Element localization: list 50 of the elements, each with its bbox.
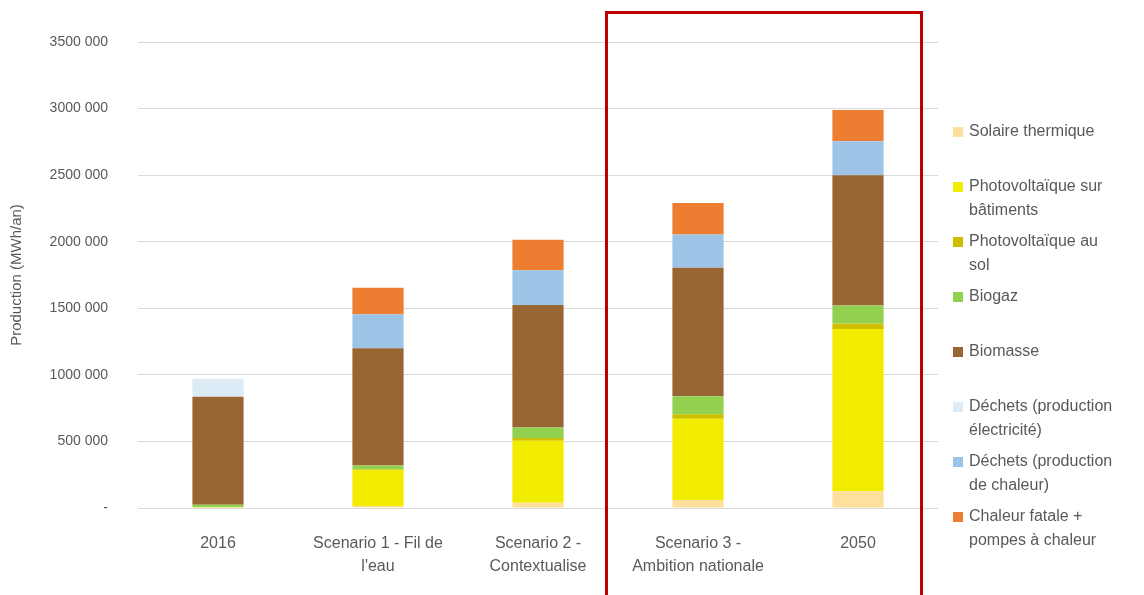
legend-label: Déchets (production de chaleur) (969, 452, 1113, 494)
bar (192, 378, 244, 397)
y-tick-label: 3500 000 (49, 32, 109, 49)
bar (512, 270, 564, 305)
y-tick-label: 1500 000 (49, 299, 109, 316)
bar (832, 491, 884, 508)
bar (512, 239, 564, 271)
bar (832, 109, 884, 142)
y-tick-label: - (103, 498, 109, 515)
y-tick-label: 2000 000 (49, 232, 109, 249)
bar (672, 203, 724, 235)
bar (832, 175, 884, 306)
bar (832, 328, 884, 492)
legend-label: Solaire thermique (969, 122, 1095, 140)
x-tick-label: Scenario 2 - Contextualise (489, 534, 587, 575)
bar (832, 305, 884, 324)
bar (512, 427, 564, 439)
y-tick-label: 2500 000 (49, 166, 109, 182)
bar (672, 418, 724, 501)
x-tick-label: Scenario 1 - Fil de l'eau (313, 534, 444, 575)
bar (352, 287, 404, 315)
legend-label: Chaleur fatale + pompes à chaleur (969, 507, 1097, 549)
y-axis-title: Production (MWh/an) (7, 204, 25, 346)
legend-label: Biomasse (969, 342, 1040, 360)
x-tick-label: Scenario 3 - Ambition nationale (632, 534, 764, 575)
y-tick-label: 500 000 (57, 432, 109, 449)
x-tick-label: 2016 (200, 534, 236, 552)
bar (512, 438, 564, 441)
x-tick-label: 2050 (840, 534, 876, 552)
y-tick-label: 3000 000 (49, 99, 109, 116)
bar (832, 141, 884, 176)
bar (672, 234, 724, 268)
bar (352, 470, 404, 506)
bar (832, 323, 884, 329)
bar (352, 348, 404, 466)
bar (352, 314, 404, 349)
bar (672, 267, 724, 397)
bar (512, 502, 564, 508)
legend-label: Déchets (production électricité) (969, 397, 1113, 439)
bar (192, 396, 244, 505)
bar (672, 396, 724, 415)
legend-label: Photovoltaïque sur bâtiments (969, 177, 1104, 219)
y-tick-label: 1000 000 (49, 365, 109, 382)
bar (512, 304, 564, 428)
legend-label: Photovoltaïque au sol (969, 232, 1098, 274)
legend-label: Biogaz (969, 287, 1018, 305)
bar (352, 465, 404, 470)
bar (512, 440, 564, 503)
bar (672, 500, 724, 508)
bar (672, 414, 724, 419)
